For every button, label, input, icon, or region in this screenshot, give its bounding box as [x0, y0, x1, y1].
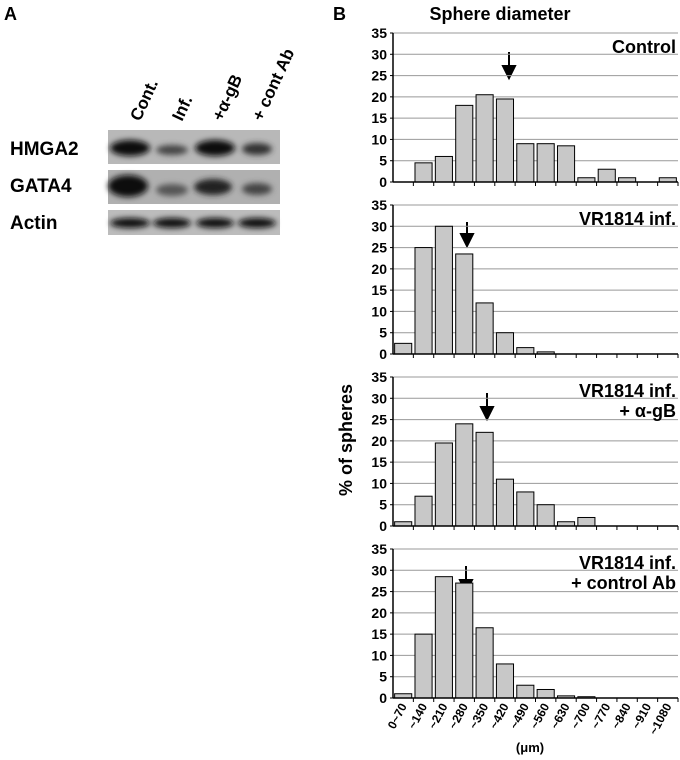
y-tick-label: 20 — [371, 89, 387, 105]
annotation: + α-gB — [619, 401, 676, 421]
x-tick-label: 0~70 — [385, 701, 410, 732]
annotation: Control — [612, 37, 676, 57]
y-tick-label: 0 — [379, 518, 387, 534]
x-tick-label: ~350 — [466, 701, 491, 732]
blot: Cont. Inf. +α-gB + cont Ab HMGA2 GATA4 A… — [10, 46, 298, 235]
y-tick-label: 35 — [371, 369, 387, 385]
bar — [516, 491, 535, 527]
x-tick-label: ~140 — [405, 701, 430, 732]
y-tick-label: 30 — [371, 562, 387, 578]
bar — [495, 478, 515, 527]
lane-label: + cont Ab — [248, 46, 298, 124]
x-tick-label: ~420 — [487, 701, 512, 732]
y-tick-label: 35 — [371, 541, 387, 557]
x-axis-label: (μm) — [516, 740, 544, 755]
y-tick-label: 15 — [371, 454, 387, 470]
lane-label: +α-gB — [208, 72, 246, 124]
annotation: VR1814 inf. — [579, 553, 676, 573]
annotation: VR1814 inf. — [579, 209, 676, 229]
bar — [434, 155, 453, 183]
row-label: Actin — [10, 213, 58, 234]
bar — [434, 225, 453, 355]
bar — [414, 162, 433, 183]
bar — [516, 143, 535, 183]
y-tick-label: 35 — [371, 25, 387, 41]
x-tick-label: ~280 — [446, 701, 471, 732]
y-tick-label: 15 — [371, 110, 387, 126]
panel-label: A — [4, 4, 17, 24]
y-tick-label: 25 — [371, 584, 387, 600]
bar — [536, 688, 555, 699]
y-tick-label: 5 — [379, 669, 387, 685]
bar — [556, 145, 576, 183]
y-tick-label: 30 — [371, 218, 387, 234]
bar — [597, 168, 616, 183]
bar — [516, 684, 535, 699]
y-tick-label: 25 — [371, 68, 387, 84]
bar — [475, 94, 494, 183]
y-axis-label: % of spheres — [336, 384, 356, 496]
y-tick-label: 10 — [371, 303, 387, 319]
y-tick-label: 25 — [371, 240, 387, 256]
y-tick-label: 10 — [371, 647, 387, 663]
bar — [475, 431, 494, 527]
bar — [536, 504, 555, 527]
bar — [495, 332, 515, 355]
y-tick-label: 5 — [379, 325, 387, 341]
bar — [495, 98, 515, 183]
x-tick-label: ~490 — [507, 701, 532, 732]
bar — [577, 516, 596, 527]
y-tick-label: 10 — [371, 475, 387, 491]
bar — [434, 576, 453, 699]
y-tick-label: 35 — [371, 197, 387, 213]
bar — [495, 663, 515, 699]
chart-title: Sphere diameter — [429, 4, 570, 24]
bar — [414, 633, 433, 699]
y-tick-label: 0 — [379, 174, 387, 190]
x-tick-label: ~770 — [588, 701, 613, 732]
bar — [455, 104, 474, 183]
bar — [536, 143, 555, 183]
row-label: GATA4 — [10, 176, 72, 197]
lane-label: Inf. — [168, 93, 196, 124]
y-tick-label: 15 — [371, 282, 387, 298]
lane-label: Cont. — [126, 76, 162, 123]
x-tick-label: ~560 — [527, 701, 552, 732]
bar — [455, 253, 474, 355]
x-tick-label: ~630 — [548, 701, 573, 732]
bar — [414, 495, 433, 527]
bar — [516, 347, 535, 355]
bar — [414, 247, 433, 355]
bar — [394, 342, 413, 355]
y-tick-label: 5 — [379, 153, 387, 169]
y-tick-label: 15 — [371, 626, 387, 642]
bar — [475, 627, 494, 699]
annotation: VR1814 inf. — [579, 381, 676, 401]
y-tick-label: 20 — [371, 433, 387, 449]
row-label: HMGA2 — [10, 139, 79, 160]
y-tick-label: 20 — [371, 261, 387, 277]
x-tick-label: ~840 — [609, 701, 634, 732]
y-tick-label: 0 — [379, 690, 387, 706]
bar — [455, 423, 474, 527]
annotation: + control Ab — [571, 573, 676, 593]
y-tick-label: 30 — [371, 46, 387, 62]
y-tick-label: 0 — [379, 346, 387, 362]
bar — [455, 582, 474, 699]
bar — [434, 442, 453, 527]
x-tick-label: ~700 — [568, 701, 593, 732]
y-tick-label: 10 — [371, 131, 387, 147]
y-tick-label: 20 — [371, 605, 387, 621]
x-tick-label: ~210 — [425, 701, 450, 732]
y-tick-label: 30 — [371, 390, 387, 406]
y-tick-label: 25 — [371, 412, 387, 428]
panel-label: B — [333, 4, 346, 24]
bar — [475, 302, 494, 355]
y-tick-label: 5 — [379, 497, 387, 513]
